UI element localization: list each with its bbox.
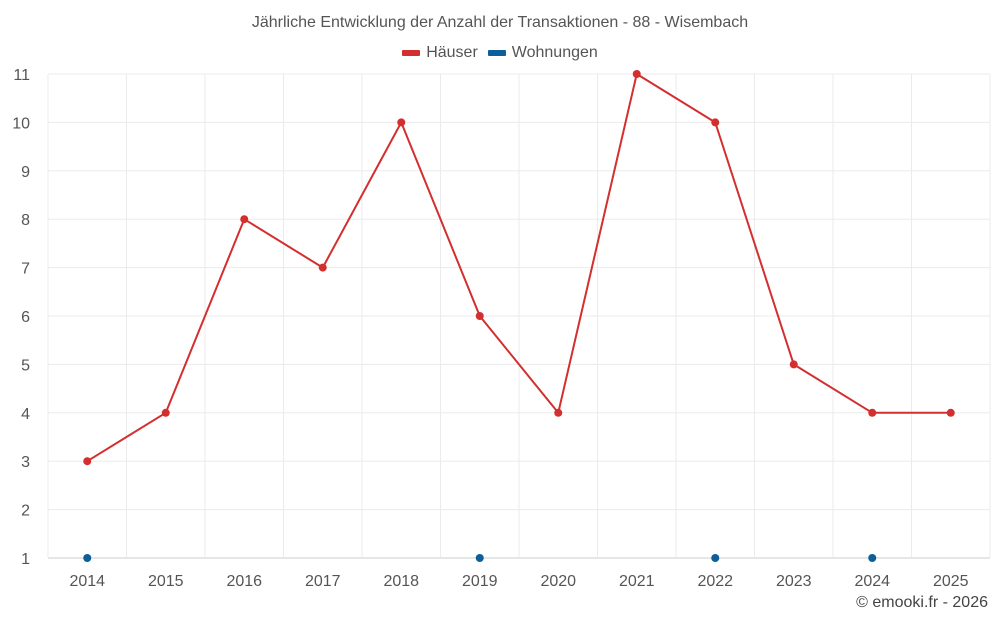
y-tick-label: 8: [21, 212, 30, 229]
y-tick-label: 9: [21, 164, 30, 181]
data-point-wohnungen: [868, 554, 877, 562]
data-point-wohnungen: [475, 554, 484, 562]
data-point-haeuser: [789, 360, 798, 369]
data-point-wohnungen: [711, 554, 720, 562]
data-point-haeuser: [554, 408, 563, 417]
x-tick-label: 2018: [383, 573, 419, 590]
x-tick-label: 2016: [226, 573, 262, 590]
legend-label-haeuser: Häuser: [426, 44, 478, 61]
data-point-haeuser: [240, 215, 249, 224]
y-tick-label: 11: [13, 67, 30, 84]
y-tick-label: 5: [21, 357, 30, 374]
data-point-haeuser: [397, 118, 406, 127]
y-tick-label: 4: [21, 406, 30, 423]
y-tick-label: 6: [21, 309, 30, 326]
x-tick-label: 2021: [619, 573, 655, 590]
x-tick-label: 2020: [540, 573, 576, 590]
y-tick-label: 3: [21, 454, 30, 471]
copyright: © emooki.fr - 2026: [856, 594, 988, 611]
data-point-haeuser: [161, 408, 170, 417]
chart-title: Jährliche Entwicklung der Anzahl der Tra…: [251, 14, 749, 31]
legend-label-wohnungen: Wohnungen: [511, 44, 598, 61]
data-point-haeuser: [475, 312, 484, 320]
x-tick-label: 2017: [305, 573, 341, 590]
x-tick-label: 2014: [69, 573, 105, 590]
legend-swatch-wohnungen: [487, 50, 506, 56]
legend: Häuser Wohnungen: [0, 44, 1000, 62]
data-point-haeuser: [83, 457, 92, 466]
y-tick-label: 7: [21, 261, 30, 278]
data-point-haeuser: [946, 408, 955, 417]
x-tick-label: 2019: [462, 573, 498, 590]
legend-item-wohnungen[interactable]: Wohnungen: [487, 44, 598, 62]
legend-item-haeuser[interactable]: Häuser: [402, 44, 478, 62]
series-line-haeuser: [86, 73, 951, 463]
x-tick-label: 2022: [697, 573, 733, 590]
data-point-wohnungen: [83, 554, 92, 562]
data-point-haeuser: [318, 263, 327, 272]
y-tick-label: 2: [21, 503, 30, 520]
x-tick-label: 2025: [933, 573, 969, 590]
data-point-haeuser: [632, 70, 641, 78]
x-tick-label: 2024: [854, 573, 890, 590]
data-point-haeuser: [711, 118, 720, 127]
legend-swatch-haeuser: [402, 50, 421, 56]
y-tick-label: 1: [21, 551, 30, 568]
x-tick-label: 2023: [776, 573, 812, 590]
data-point-haeuser: [868, 408, 877, 417]
x-tick-label: 2015: [148, 573, 184, 590]
y-tick-label: 10: [12, 115, 30, 132]
